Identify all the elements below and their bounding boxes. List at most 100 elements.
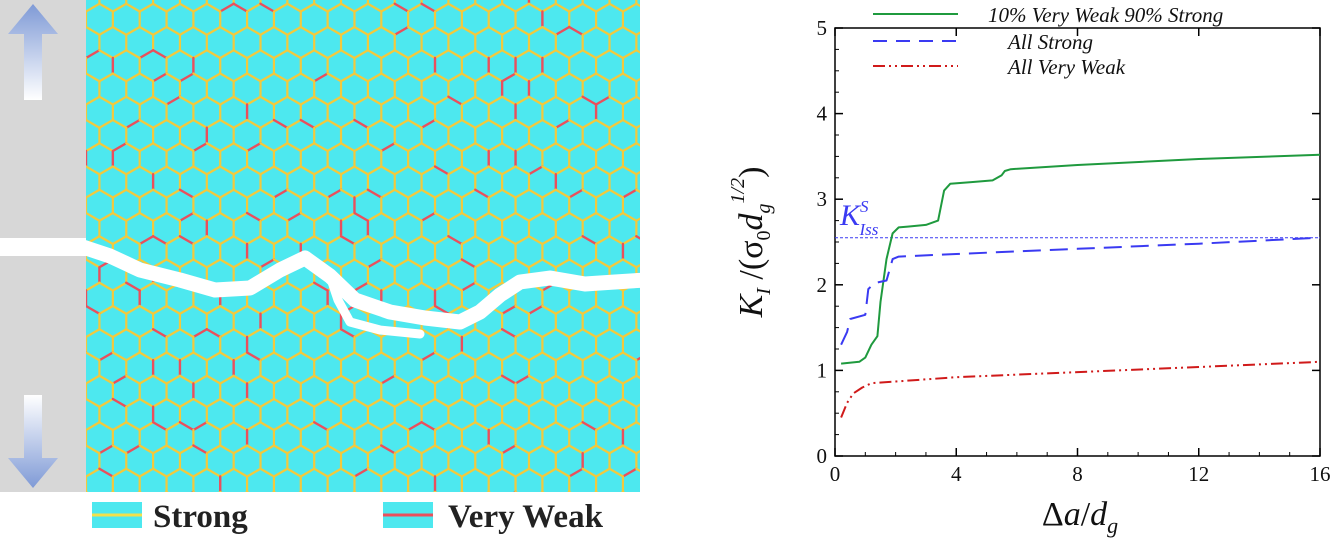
weak-boundary	[581, 421, 598, 432]
weak-boundary	[111, 374, 128, 385]
strong-boundary	[527, 328, 544, 339]
y-label-half: 1/2	[727, 178, 749, 204]
strong-boundary	[274, 515, 287, 523]
strong-boundary	[433, 397, 450, 408]
strong-boundary	[447, 25, 463, 36]
strong-boundary	[245, 95, 262, 106]
strong-boundary	[366, 235, 383, 246]
ref-label-iss: Iss	[859, 220, 879, 239]
strong-boundary	[111, 49, 128, 60]
strong-boundary	[501, 49, 517, 60]
strong-boundary	[474, 281, 490, 292]
strong-boundary	[219, 304, 235, 315]
strong-boundary	[380, 49, 396, 60]
strong-boundary	[554, 95, 571, 106]
strong-boundary	[568, 328, 584, 339]
reference-label: KS Iss	[839, 197, 879, 239]
strong-boundary	[125, 211, 141, 222]
strong-boundary	[608, 142, 625, 153]
strong-boundary	[432, 490, 437, 492]
strong-boundary	[86, 72, 101, 83]
strong-boundary	[138, 444, 155, 455]
strong-boundary	[554, 72, 571, 83]
strong-boundary	[152, 25, 168, 36]
strong-boundary	[326, 25, 343, 36]
strong-boundary	[205, 211, 222, 222]
strong-boundary	[460, 2, 477, 13]
strong-boundary	[138, 95, 155, 106]
strong-boundary	[407, 258, 423, 269]
strong-boundary	[554, 211, 571, 222]
microstructure-figure: Strong Very Weak	[0, 0, 640, 544]
strong-boundary	[299, 490, 303, 492]
strong-boundary	[581, 49, 598, 60]
strong-boundary	[635, 467, 640, 473]
x-tick-label: 12	[1188, 462, 1209, 486]
strong-boundary	[326, 235, 343, 246]
strong-boundary	[541, 72, 557, 83]
weak-boundary	[568, 467, 584, 478]
strong-boundary	[393, 467, 410, 478]
strong-boundary	[474, 25, 490, 36]
strong-boundary	[259, 142, 276, 153]
strong-boundary	[621, 258, 638, 269]
strong-boundary	[407, 211, 423, 222]
y-tick-label: 5	[817, 16, 828, 40]
weak-boundary	[125, 281, 141, 292]
strong-boundary	[380, 165, 396, 176]
weak-boundary	[151, 72, 168, 83]
strong-boundary	[247, 515, 260, 523]
weak-boundary	[420, 2, 437, 13]
strong-boundary	[339, 25, 356, 36]
strong-boundary	[192, 374, 208, 385]
strong-boundary	[514, 304, 531, 315]
strong-boundary	[339, 374, 356, 385]
strong-boundary	[474, 328, 490, 339]
strong-boundary	[621, 72, 638, 83]
strong-boundary	[621, 25, 638, 36]
x-axis-label: Δa/dg	[1042, 496, 1118, 538]
strong-boundary	[245, 235, 262, 246]
weak-boundary	[192, 444, 209, 455]
y-label-d: d	[733, 212, 770, 230]
strong-boundary	[245, 258, 262, 269]
strong-boundary	[98, 304, 114, 315]
strong-boundary	[380, 118, 396, 129]
strong-boundary	[527, 142, 544, 153]
strong-boundary	[245, 165, 262, 176]
strong-boundary	[272, 95, 289, 106]
strong-boundary	[568, 165, 584, 176]
strong-boundary	[568, 142, 584, 153]
strong-boundary	[326, 397, 343, 408]
strong-boundary	[286, 328, 302, 339]
strong-boundary	[299, 49, 316, 60]
weak-boundary	[366, 188, 383, 199]
strong-boundary	[594, 467, 611, 478]
strong-boundary	[380, 2, 396, 13]
strong-boundary	[299, 235, 316, 246]
strong-boundary	[568, 444, 584, 455]
strong-boundary	[152, 211, 168, 222]
strong-boundary	[433, 421, 450, 432]
strong-boundary	[232, 142, 249, 153]
strong-boundary	[353, 142, 369, 153]
weak-boundary	[500, 328, 517, 339]
strong-boundary	[286, 95, 302, 106]
strong-boundary	[313, 444, 329, 455]
strong-boundary	[232, 235, 249, 246]
load-arrow-down-icon	[8, 395, 58, 488]
strong-boundary	[514, 72, 531, 83]
strong-boundary	[299, 211, 316, 222]
strong-boundary	[474, 374, 490, 385]
weak-boundary	[111, 142, 128, 153]
strong-boundary	[313, 304, 329, 315]
strong-boundary	[581, 328, 598, 339]
strong-boundary	[554, 258, 571, 269]
strong-boundary	[393, 281, 410, 292]
strong-boundary	[407, 490, 411, 492]
strong-boundary	[581, 467, 598, 478]
strong-boundary	[635, 374, 640, 380]
strong-boundary	[165, 235, 182, 246]
strong-boundary	[366, 142, 383, 153]
strong-boundary	[501, 95, 517, 106]
